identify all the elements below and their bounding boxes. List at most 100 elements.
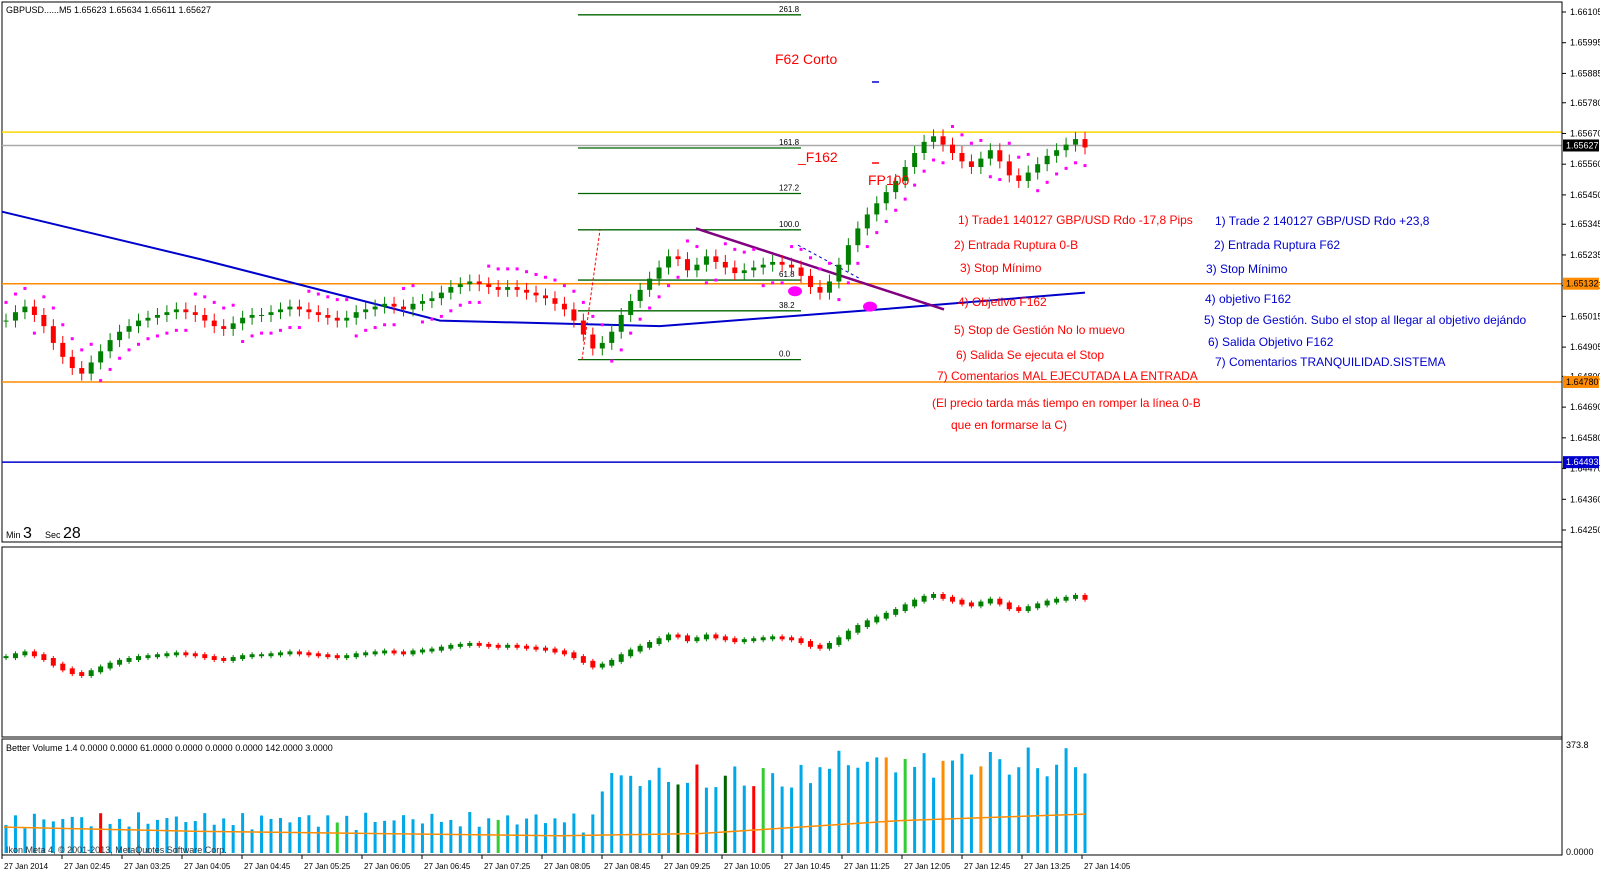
secondary-candle-body <box>675 634 681 638</box>
time-tick-label: 27 Jan 12:45 <box>964 862 1011 871</box>
psar-dot <box>373 326 377 330</box>
psar-dot <box>411 284 415 288</box>
psar-dot <box>193 292 197 296</box>
secondary-candle-body <box>1025 606 1031 612</box>
volume-bar <box>1036 768 1040 853</box>
secondary-candle-body <box>382 650 388 654</box>
secondary-candle-body <box>855 625 861 633</box>
price-tick-label: 1.64690 <box>1570 402 1600 412</box>
secondary-candle-body <box>98 666 104 673</box>
psar-dot <box>837 298 841 302</box>
candle-body <box>609 331 615 343</box>
candle-body <box>1044 155 1050 165</box>
secondary-candle-body <box>107 662 113 669</box>
price-tick-label: 1.66105 <box>1570 7 1600 17</box>
label-f162: _F162 <box>797 149 838 165</box>
volume-bar <box>420 823 424 853</box>
candle-body <box>136 320 142 327</box>
psar-dot <box>458 303 462 307</box>
main-price-panel[interactable]: 261.8 161.8 127.2 100.0 61.8 38.2 0.0 GBPUSD..… <box>1 1 1563 543</box>
psar-dot <box>562 284 566 288</box>
secondary-candle-body <box>505 644 511 648</box>
candle-body <box>1063 144 1069 151</box>
time-tick-label: 27 Jan 14:05 <box>1084 862 1131 871</box>
volume-bar <box>127 826 131 853</box>
secondary-candle-body <box>429 648 435 652</box>
candle-body <box>98 351 104 363</box>
volume-bar <box>610 773 614 853</box>
volume-bar <box>184 822 188 853</box>
psar-dot <box>326 295 330 299</box>
trade2-notes: 1) Trade 2 140127 GBP/USD Rdo +23,8 2) E… <box>1204 214 1527 369</box>
candle-body <box>438 292 444 299</box>
candle-body <box>41 314 47 327</box>
secondary-candle-body <box>1035 603 1041 609</box>
volume-max-label: 373.8 <box>1566 740 1589 750</box>
candle-body <box>1006 161 1012 176</box>
candle-body <box>931 136 937 142</box>
volume-bar <box>932 777 936 853</box>
candle-body <box>495 287 501 290</box>
secondary-candle-body <box>637 645 643 652</box>
volume-bar <box>307 815 311 853</box>
candle-body <box>864 214 870 229</box>
volume-bar <box>1045 776 1049 853</box>
candle-body <box>713 256 719 262</box>
psar-dot <box>846 281 850 285</box>
secondary-candle-body <box>145 655 151 659</box>
secondary-candle-body <box>410 650 416 655</box>
psar-dot <box>809 256 813 260</box>
psar-dot <box>856 261 860 265</box>
volume-bar <box>373 822 377 853</box>
secondary-candle-body <box>883 612 889 619</box>
candlesticks <box>3 129 1088 381</box>
secondary-candle-body <box>590 660 596 668</box>
timer-min-label: Min <box>6 530 21 540</box>
secondary-candle-body <box>202 654 208 659</box>
secondary-candle-body <box>931 594 937 598</box>
countdown-timer: Min 3 Sec 28 <box>6 525 81 542</box>
secondary-candle-body <box>864 620 870 628</box>
secondary-panel-candles <box>3 592 1088 678</box>
volume-bar <box>392 820 396 853</box>
candle-body <box>1073 139 1079 145</box>
candle-body <box>543 295 548 299</box>
time-tick-label: 27 Jan 04:05 <box>184 862 231 871</box>
secondary-candle-body <box>741 639 747 643</box>
volume-bar <box>61 819 65 853</box>
volume-panel[interactable]: Better Volume 1.4 0.0000 0.0000 61.0000 … <box>1 738 1594 857</box>
volume-bar <box>70 816 74 853</box>
secondary-candle-body <box>353 653 359 658</box>
volume-bar <box>913 766 917 853</box>
secondary-candle-body <box>609 659 615 666</box>
psar-dot <box>1017 155 1021 159</box>
psar-dot <box>307 289 311 293</box>
candle-body <box>628 301 634 315</box>
candle-body <box>372 306 378 310</box>
trade2-line-1: 1) Trade 2 140127 GBP/USD Rdo +23,8 <box>1215 214 1430 228</box>
psar-dot <box>439 314 443 318</box>
volume-bar <box>790 787 794 853</box>
price-tick-label: 1.65235 <box>1570 250 1600 260</box>
secondary-candle-body <box>268 653 274 657</box>
volume-bar <box>4 824 8 853</box>
psar-dot <box>903 197 907 201</box>
psar-dot <box>203 295 207 299</box>
psar-dot <box>165 331 169 335</box>
psar-dot <box>260 331 264 335</box>
psar-dot <box>288 326 292 330</box>
volume-bar <box>260 815 264 853</box>
volume-bar <box>865 761 869 853</box>
secondary-candle-body <box>154 654 160 658</box>
secondary-panel[interactable] <box>1 546 1563 738</box>
secondary-candle-body <box>1044 600 1050 606</box>
candle-body <box>732 267 738 274</box>
volume-bar <box>1007 774 1011 853</box>
volume-bar <box>118 818 122 853</box>
psar-dot <box>629 331 633 335</box>
candle-body <box>22 306 28 313</box>
time-tick-label: 27 Jan 13:25 <box>1024 862 1071 871</box>
volume-bar <box>32 813 36 853</box>
volume-header: Better Volume 1.4 0.0000 0.0000 61.0000 … <box>6 743 333 753</box>
psar-dot <box>950 124 954 128</box>
